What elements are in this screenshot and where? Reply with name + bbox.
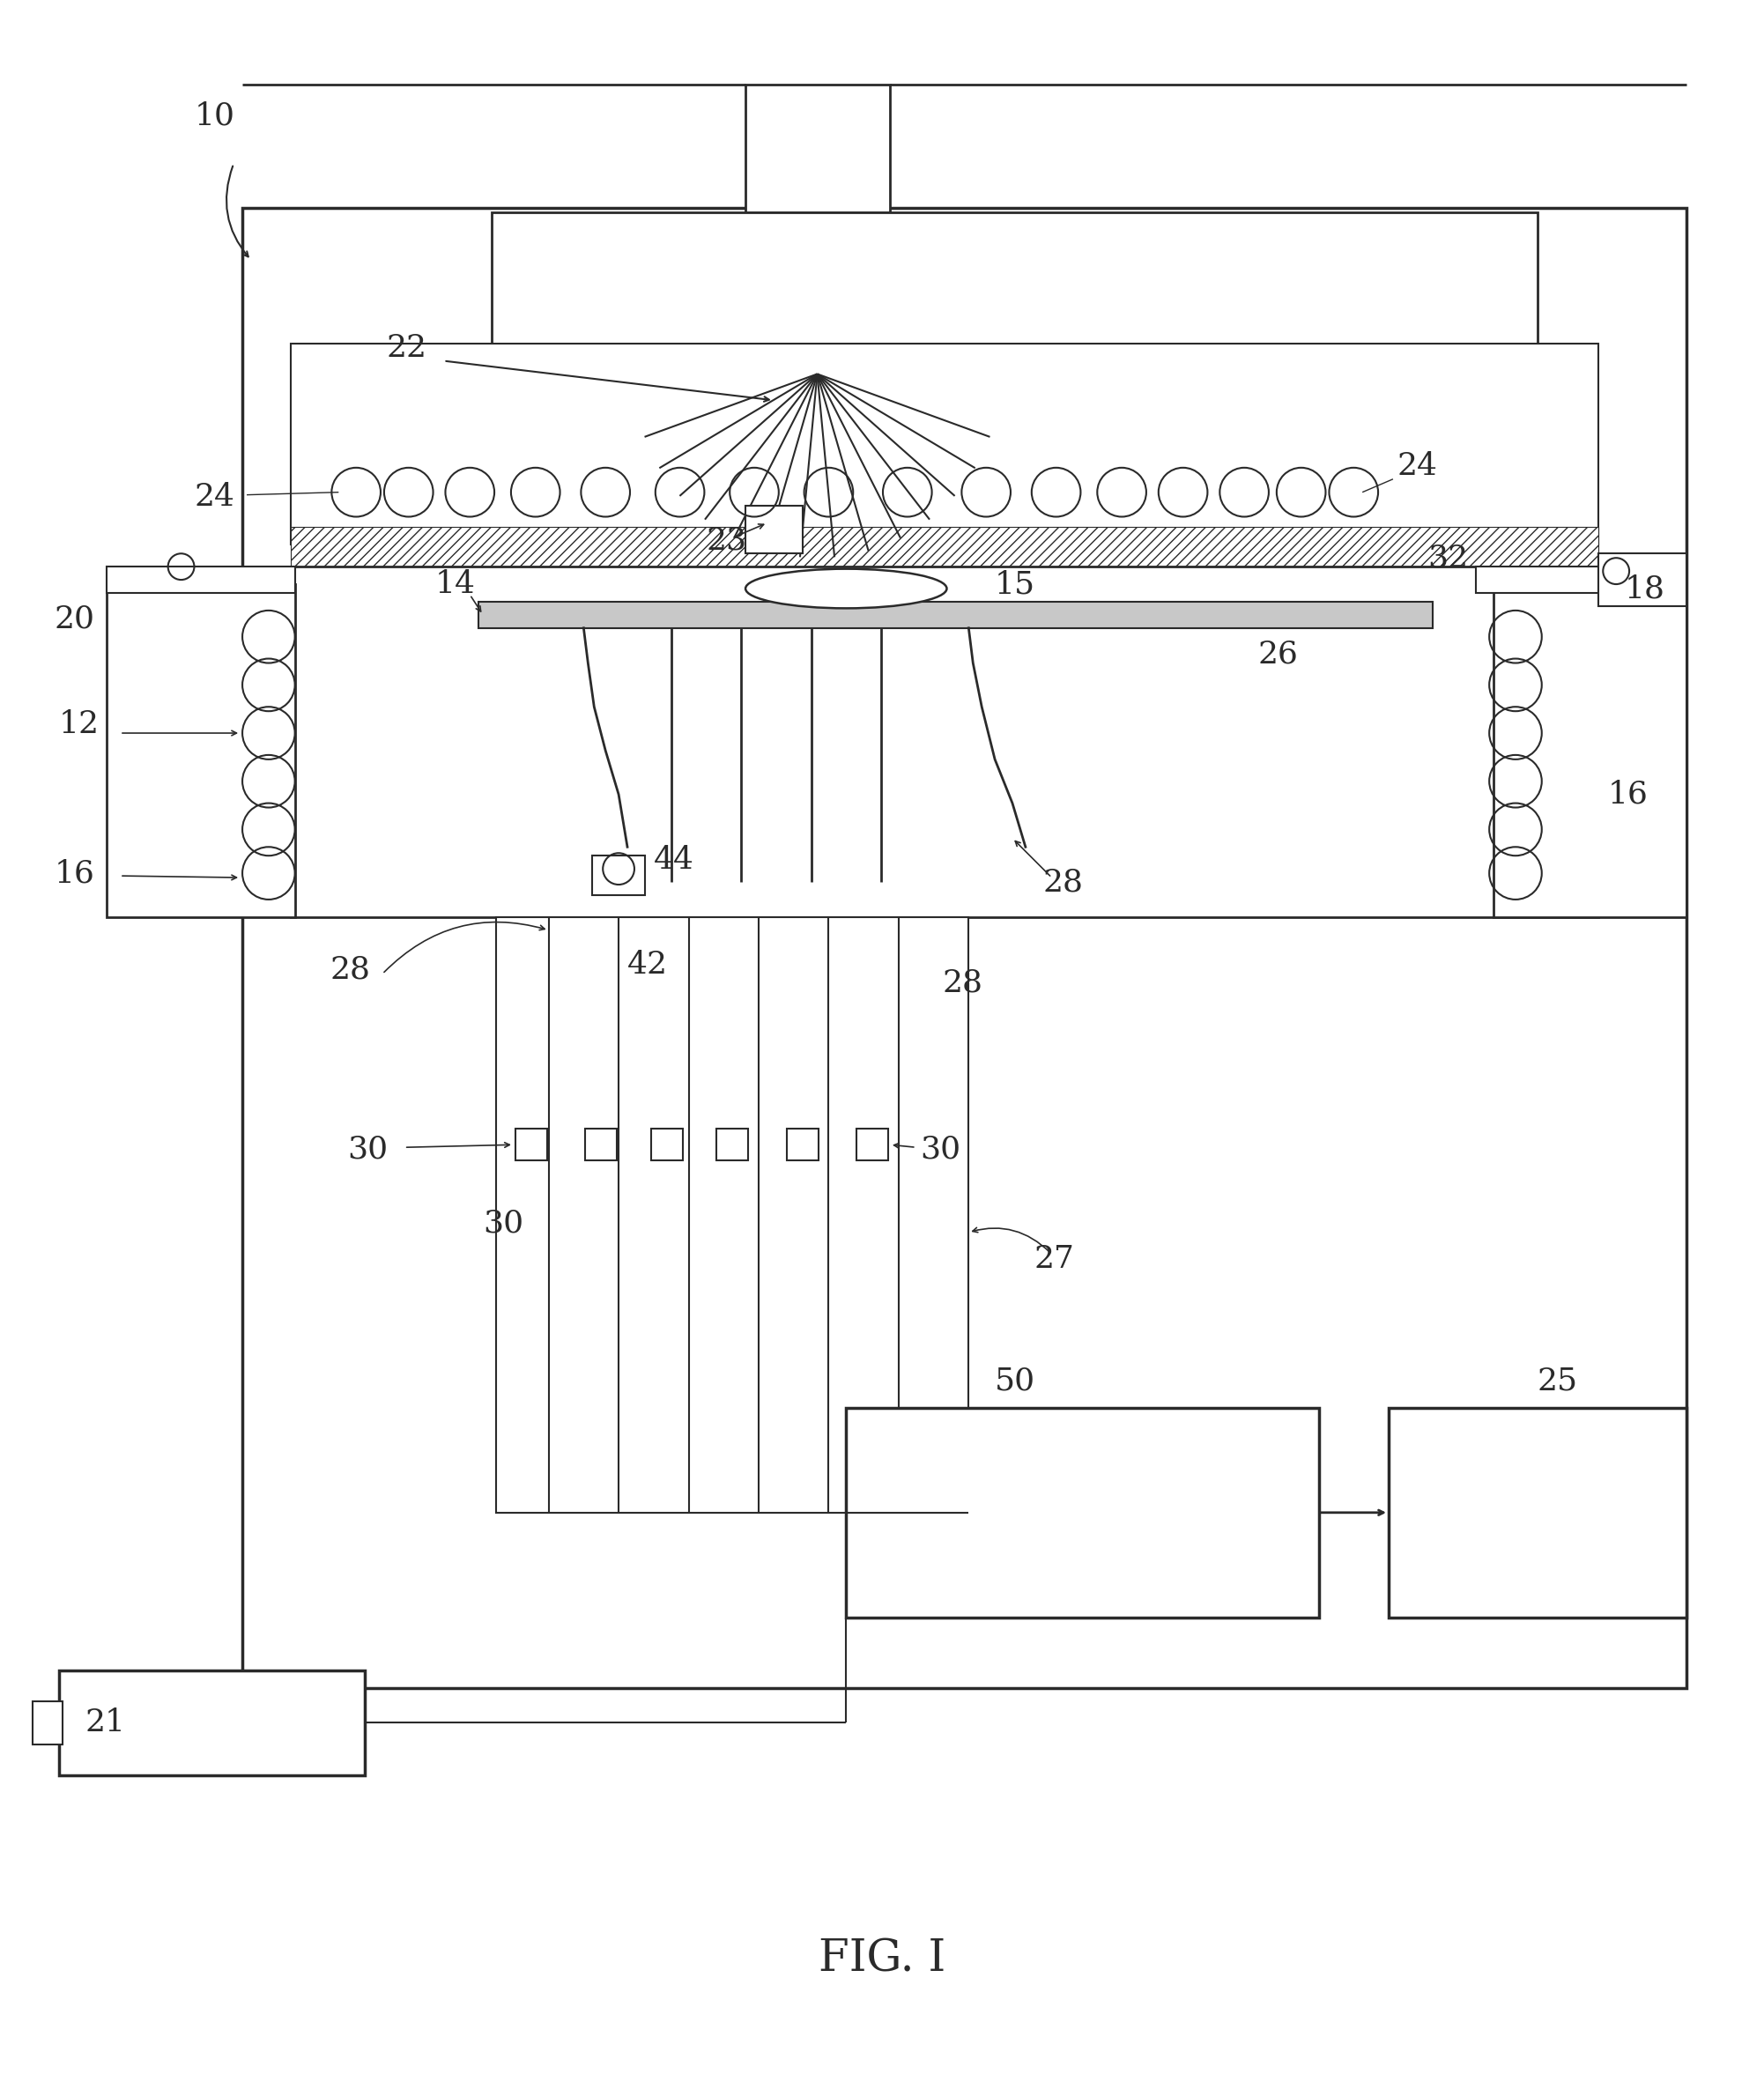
Text: 28: 28 [942,969,983,998]
Text: 14: 14 [436,568,476,599]
Bar [108,585,295,917]
Text: 18: 18 [1625,574,1665,604]
Text: 27: 27 [1034,1244,1074,1273]
Text: 24: 24 [1397,450,1438,481]
Text: 20: 20 [55,604,95,635]
Text: 25: 25 [1538,1367,1579,1396]
Bar [787,1128,818,1161]
Bar [1388,1408,1686,1618]
Bar [58,1670,365,1775]
Text: 10: 10 [194,102,235,131]
Text: 28: 28 [1043,867,1083,896]
Bar [32,1701,64,1744]
Bar [1598,554,1686,606]
Bar [1476,566,1686,593]
Text: 12: 12 [58,709,99,738]
Bar [1494,585,1686,917]
Bar [593,857,646,896]
Text: 28: 28 [330,954,370,985]
Bar [291,527,1598,566]
Text: 44: 44 [654,844,695,875]
Bar [857,1128,887,1161]
Text: 26: 26 [1258,639,1298,670]
Bar [291,344,1598,545]
Bar [716,1128,748,1161]
Text: FIG. I: FIG. I [818,1937,946,1981]
Text: 15: 15 [995,568,1035,599]
Bar [492,212,1538,550]
Text: 24: 24 [194,481,235,512]
Bar [746,85,889,212]
Bar [847,1408,1319,1618]
Bar [242,207,1686,1688]
Bar [108,566,295,593]
Ellipse shape [746,568,947,608]
Text: 50: 50 [995,1367,1035,1396]
Text: 30: 30 [483,1209,524,1238]
Text: 16: 16 [55,859,95,888]
Bar [746,506,803,554]
Text: 42: 42 [628,950,669,981]
Text: 30: 30 [348,1134,388,1164]
Bar [291,566,1598,917]
Text: 16: 16 [1607,780,1648,809]
Text: 23: 23 [706,525,746,556]
Text: 21: 21 [85,1707,125,1738]
Text: 30: 30 [921,1134,961,1164]
Text: 22: 22 [386,332,427,363]
Bar [586,1128,617,1161]
Bar [478,601,1432,628]
Bar [515,1128,547,1161]
Text: 32: 32 [1429,543,1469,572]
Bar [496,917,968,1512]
Bar [651,1128,683,1161]
